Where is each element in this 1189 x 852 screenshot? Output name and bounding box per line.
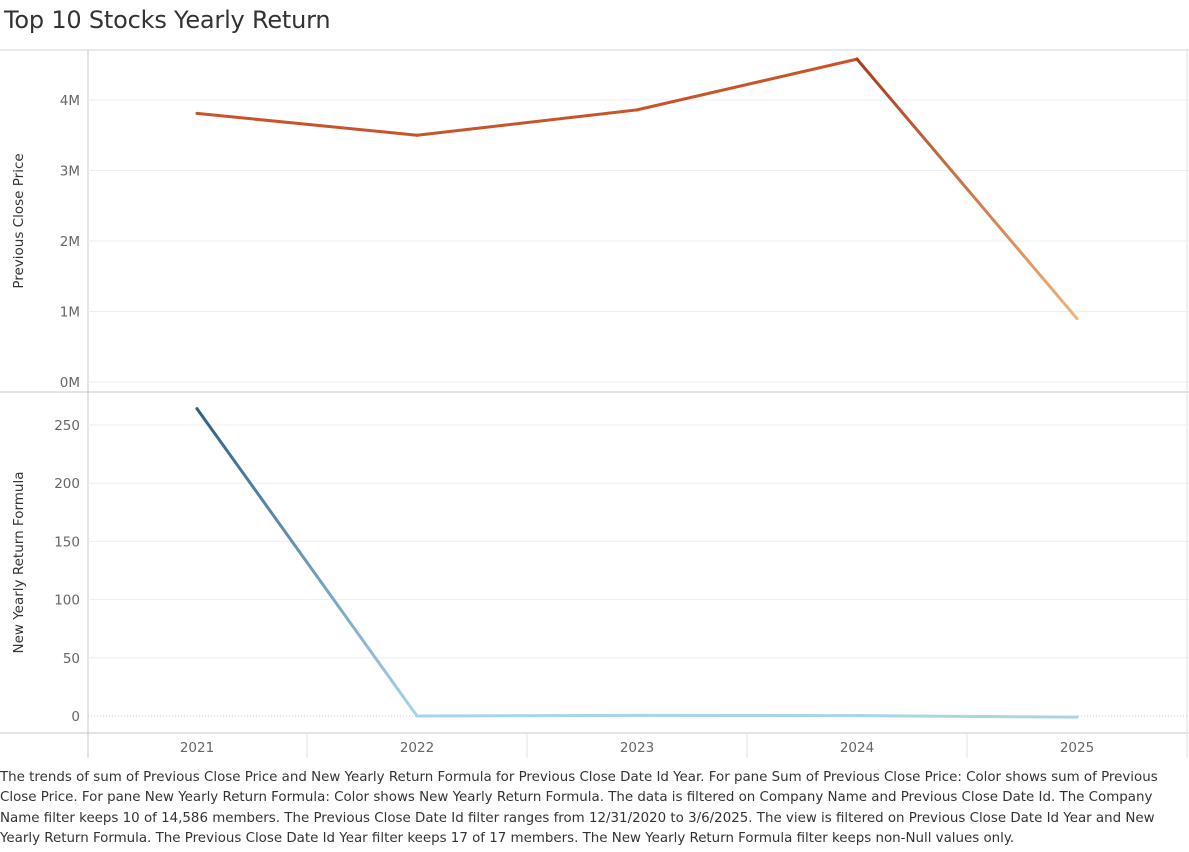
y-tick-label: 3M: [60, 164, 80, 180]
y-tick-label: 2M: [60, 234, 80, 250]
y-tick-label: 1M: [60, 305, 80, 321]
series-segment: [415, 713, 639, 718]
data-point: [635, 713, 639, 717]
x-tick-label: 2023: [620, 740, 654, 756]
data-point: [195, 111, 199, 115]
series-segment: [415, 108, 639, 137]
series-segment: [855, 714, 1079, 719]
gridlines: [88, 99, 1189, 717]
y-tick-label: 4M: [60, 93, 80, 109]
y-tick-label: 0M: [60, 375, 80, 391]
chart-marks: [195, 57, 1079, 719]
chart-caption: The trends of sum of Previous Close Pric…: [0, 770, 1158, 847]
series-segment: [195, 407, 419, 718]
series-segment: [635, 57, 859, 112]
data-point: [195, 407, 199, 411]
y-tick-label: 200: [54, 476, 80, 492]
axes: 0M 1M 2M 3M 4M Previous Close Price 0 50 100 150 2…: [11, 93, 1094, 756]
y-tick-label: 150: [54, 534, 80, 550]
y-tick-label: 250: [54, 418, 80, 434]
chart-frame: [0, 49, 1189, 758]
chart-svg: 0M 1M 2M 3M 4M Previous Close Price 0 50 100 150 2…: [0, 49, 1189, 758]
x-tick-label: 2024: [840, 740, 874, 756]
data-point: [1075, 317, 1079, 321]
data-point: [855, 57, 859, 61]
data-point: [415, 133, 419, 137]
y-axis-title: Previous Close Price: [11, 153, 27, 288]
y-tick-label: 50: [63, 651, 80, 667]
y-tick-label: 100: [54, 593, 80, 609]
chart-title: Top 10 Stocks Yearly Return: [4, 6, 331, 34]
x-tick-label: 2021: [180, 740, 214, 756]
data-point: [635, 108, 639, 112]
series-segment: [195, 111, 419, 137]
y-axis-title: New Yearly Return Formula: [11, 471, 27, 653]
data-point: [855, 714, 859, 718]
data-point: [1075, 715, 1079, 719]
y-tick-label: 0: [71, 709, 80, 725]
x-tick-label: 2022: [400, 740, 434, 756]
data-point: [415, 714, 419, 718]
series-segment: [855, 57, 1079, 321]
x-tick-label: 2025: [1060, 740, 1094, 756]
